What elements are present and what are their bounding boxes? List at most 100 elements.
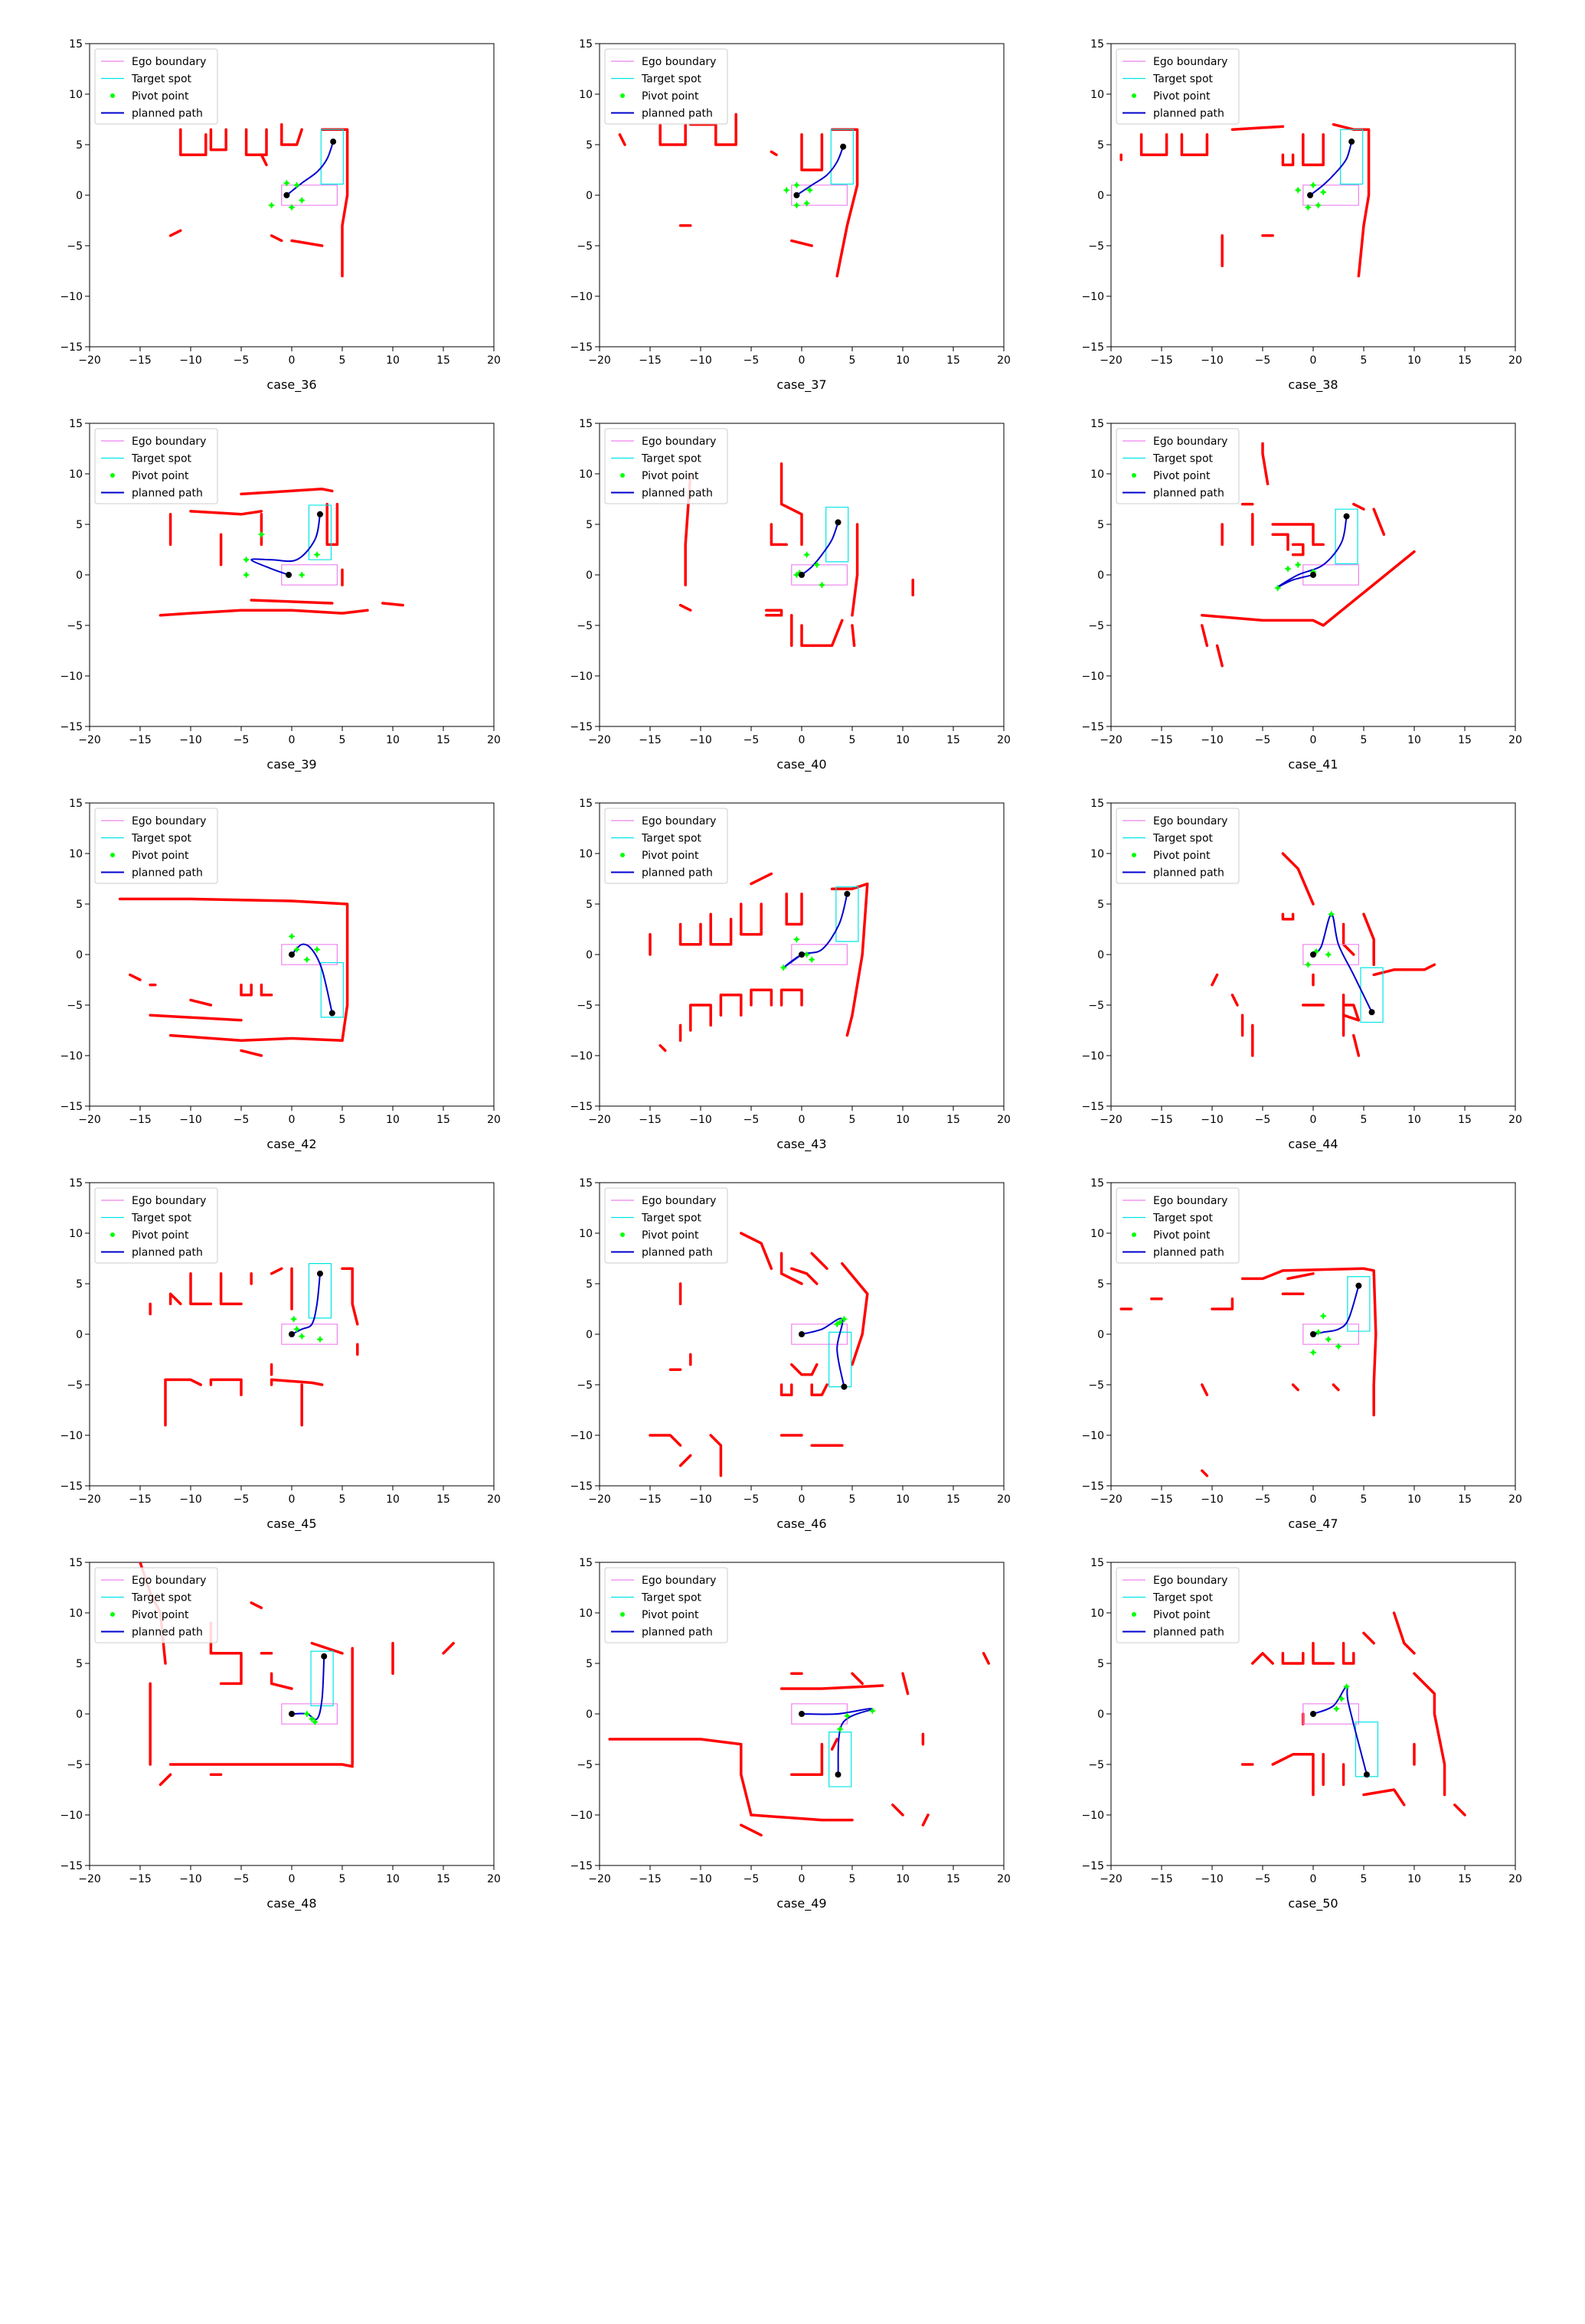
obstacle-segment — [810, 1383, 828, 1396]
end-point — [316, 1270, 323, 1277]
pivot-point — [292, 1317, 296, 1321]
pivot-point — [312, 1720, 317, 1725]
obstacle-segment — [1281, 1652, 1305, 1665]
target-spot — [1340, 129, 1364, 185]
obstacle-segment — [689, 1004, 712, 1032]
y-tick-label: −15 — [1081, 721, 1104, 733]
y-tick-label: −5 — [1088, 620, 1104, 632]
x-tick-label: 5 — [849, 1114, 856, 1126]
legend: Ego boundary Target spot Pivot point planne… — [604, 48, 728, 125]
case-label: case_47 — [1288, 1516, 1338, 1532]
legend: Ego boundary Target spot Pivot point planne… — [1116, 428, 1240, 504]
obstacle-segment — [1271, 1753, 1315, 1797]
x-tick-label: −15 — [1150, 734, 1173, 746]
obstacle-segment — [189, 1272, 213, 1306]
obstacle-segment — [1201, 624, 1209, 648]
subplot-case_38: −20 −15 −10 −5 0 5 10 15 20151050−5−10−15case_38… — [1081, 38, 1521, 393]
pivot-point — [315, 947, 319, 951]
obstacle-segment — [1281, 912, 1295, 921]
y-tick-label: 15 — [1090, 798, 1104, 810]
x-tick-label: 0 — [1310, 1114, 1317, 1126]
obstacle-segment — [290, 239, 324, 247]
legend: Ego boundary Target spot Pivot point planne… — [1116, 48, 1240, 125]
x-tick-label: −15 — [1150, 1873, 1173, 1885]
legend-label: Pivot point — [642, 470, 699, 482]
legend-marker — [110, 473, 115, 478]
plot-content — [158, 488, 404, 617]
legend-box — [1116, 1567, 1240, 1643]
plot-content — [649, 1232, 869, 1477]
y-tick-label: −15 — [570, 1101, 593, 1113]
obstacle-segment — [270, 1378, 324, 1386]
y-tick-label: −15 — [1081, 1480, 1104, 1493]
legend-label: planned path — [1153, 1247, 1224, 1259]
y-tick-label: −5 — [67, 1379, 83, 1392]
case-label: case_50 — [1288, 1896, 1338, 1911]
obstacle-segment — [830, 1738, 838, 1751]
obstacle-segment — [1362, 1631, 1375, 1645]
x-tick-label: 20 — [997, 734, 1011, 746]
pivot-point — [1326, 1337, 1331, 1342]
ego-boundary — [1302, 184, 1360, 206]
pivot-point — [1326, 952, 1331, 957]
legend-label: Ego boundary — [1153, 815, 1227, 827]
x-tick-label: 20 — [487, 1114, 501, 1126]
plot-content — [608, 1652, 990, 1837]
y-tick-label: −5 — [577, 1379, 593, 1392]
case-label: case_43 — [776, 1137, 826, 1152]
x-tick-label: 10 — [1407, 1873, 1421, 1885]
start-point — [799, 1711, 805, 1717]
y-tick-label: 5 — [586, 1658, 593, 1670]
legend-label: Pivot point — [132, 1229, 189, 1242]
legend-box — [94, 1187, 218, 1264]
y-tick-label: 10 — [1090, 1228, 1104, 1240]
y-tick-label: −10 — [1081, 1050, 1104, 1062]
pivot-point — [842, 1317, 846, 1321]
obstacle-segment — [1180, 133, 1209, 156]
legend-label: Ego boundary — [132, 1195, 206, 1207]
x-tick-label: 10 — [896, 734, 910, 746]
x-tick-label: −5 — [234, 354, 250, 367]
y-tick-label: −15 — [60, 1480, 83, 1493]
obstacle-segment — [240, 983, 253, 997]
legend-label: planned path — [642, 867, 713, 880]
end-point — [316, 511, 323, 517]
x-tick-label: 15 — [1458, 734, 1472, 746]
x-tick-label: 10 — [896, 1873, 910, 1885]
obstacle-segment — [1312, 1641, 1335, 1665]
pivot-point — [1329, 912, 1334, 916]
end-point — [1363, 1771, 1370, 1778]
y-tick-label: −5 — [577, 1000, 593, 1012]
obstacle-segment — [790, 1267, 819, 1285]
target-spot — [1360, 967, 1384, 1023]
obstacle-segment — [921, 1813, 930, 1826]
y-tick-label: 15 — [579, 798, 593, 810]
y-tick-label: 15 — [1090, 1557, 1104, 1569]
obstacle-segment — [270, 1672, 293, 1690]
pivot-point — [1339, 1696, 1344, 1701]
x-tick-label: 5 — [339, 1493, 346, 1506]
pivot-point — [1276, 586, 1280, 590]
y-tick-label: 5 — [586, 519, 593, 531]
x-tick-label: −20 — [78, 1493, 101, 1506]
target-spot — [308, 504, 332, 560]
x-tick-label: 10 — [386, 354, 400, 367]
pivot-point — [784, 188, 789, 192]
y-tick-label: 10 — [1090, 848, 1104, 860]
obstacle-segment — [689, 113, 737, 146]
ego-boundary — [791, 184, 848, 206]
pivot-point — [284, 181, 289, 185]
x-tick-label: 15 — [1458, 1873, 1472, 1885]
x-tick-label: 20 — [997, 354, 1011, 367]
obstacle-segment — [341, 1267, 359, 1326]
target-spot — [320, 961, 344, 1018]
x-tick-label: 0 — [289, 354, 296, 367]
x-tick-label: −10 — [179, 1114, 202, 1126]
x-tick-label: 15 — [946, 734, 960, 746]
obstacle-segment — [168, 1763, 354, 1768]
legend-label: Ego boundary — [1153, 56, 1227, 68]
obstacle-segment — [659, 122, 687, 146]
legend-marker — [1132, 473, 1136, 478]
obstacle-segment — [709, 1434, 723, 1477]
legend-label: Pivot point — [1153, 1229, 1211, 1242]
